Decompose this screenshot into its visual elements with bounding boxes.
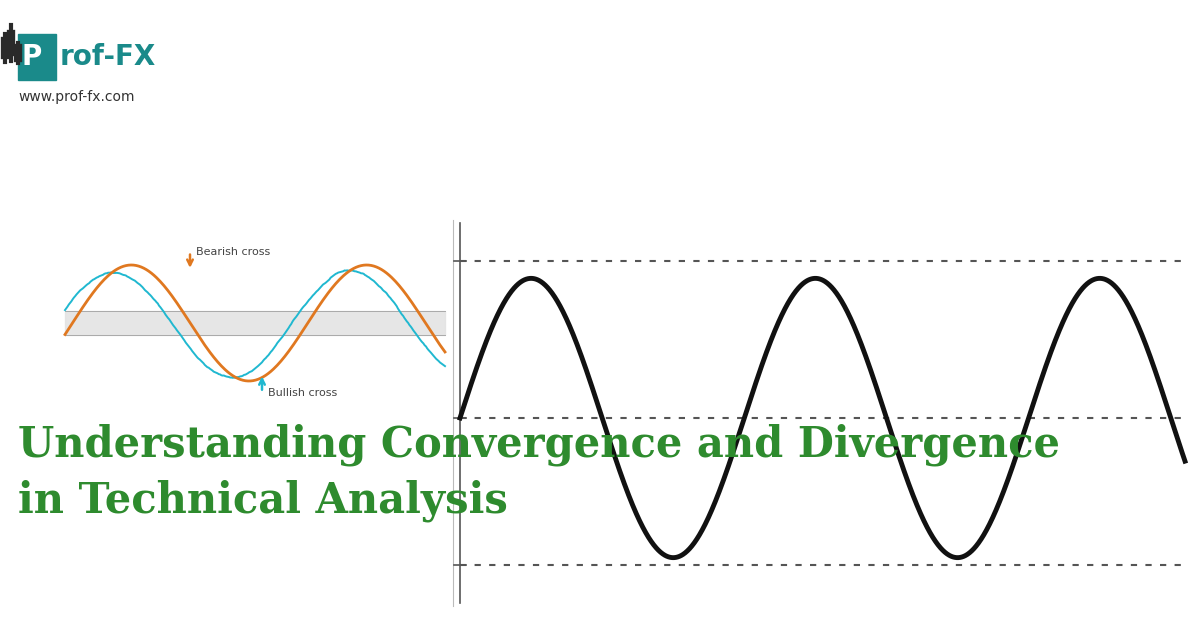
Text: www.prof-fx.com: www.prof-fx.com [18, 90, 134, 104]
Text: P: P [22, 43, 42, 71]
Text: Bullish cross: Bullish cross [268, 387, 337, 398]
Bar [18, 34, 56, 80]
Bar [65, 311, 445, 335]
Text: rof-FX: rof-FX [60, 43, 156, 71]
Text: in Technical Analysis: in Technical Analysis [18, 480, 508, 522]
Text: Understanding Convergence and Divergence: Understanding Convergence and Divergence [18, 423, 1060, 465]
Text: Bearish cross: Bearish cross [196, 247, 270, 257]
